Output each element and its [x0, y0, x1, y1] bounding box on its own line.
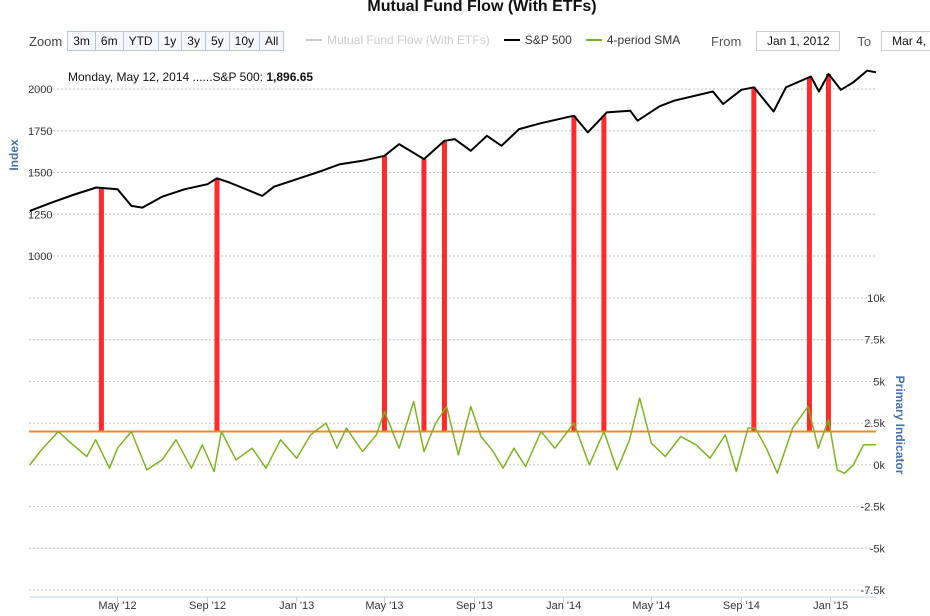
chart-title: Mutual Fund Flow (With ETFs) — [367, 0, 596, 15]
signal-bar — [751, 87, 757, 432]
right-tick-label: 0k — [873, 460, 885, 472]
tooltip: Monday, May 12, 2014 ......S&P 500: 1,89… — [68, 70, 313, 84]
signal-bar — [421, 159, 427, 432]
signal-bars — [98, 73, 831, 432]
from-date-input[interactable]: Jan 1, 2012 — [756, 31, 841, 51]
right-tick-label: 10k — [867, 293, 885, 305]
to-label: To — [857, 33, 872, 49]
left-axis-ticks: 1250 1500 1750 2000 1000 — [28, 84, 52, 263]
range-6m-button[interactable]: 6m — [95, 32, 124, 50]
zoom-toolbar: Zoom 3m 6m YTD 1y 3y 5y 10y All — [29, 31, 285, 51]
series-line-s-p-500 — [29, 69, 877, 212]
left-tick-label: 1250 — [28, 209, 52, 221]
right-tick-label: -2.5k — [861, 502, 886, 514]
x-tick-label: Sep '13 — [456, 600, 493, 612]
signal-bar — [806, 77, 812, 432]
legend-label: Mutual Fund Flow (With ETFs) — [327, 33, 490, 47]
tooltip-series: ......S&P 500: — [193, 70, 267, 84]
range-10y-button[interactable]: 10y — [229, 32, 260, 50]
range-3m-button[interactable]: 3m — [68, 32, 96, 50]
signal-bar — [381, 155, 387, 432]
tooltip-value: 1,896.65 — [266, 70, 313, 84]
x-tick-label: Sep '14 — [723, 600, 760, 612]
legend-swatch — [585, 39, 602, 41]
left-tick-label: 1750 — [28, 126, 52, 138]
to-date-input[interactable]: Mar 4, 20 — [881, 31, 930, 51]
legend-item-4-period-sma[interactable]: 4-period SMA — [585, 33, 681, 47]
range-selector: 3m 6m YTD 1y 3y 5y 10y All — [67, 31, 285, 51]
range-5y-button[interactable]: 5y — [205, 32, 230, 50]
right-axis-title: Primary Indicator — [893, 376, 907, 475]
range-ytd-button[interactable]: YTD — [123, 32, 159, 50]
right-tick-label: -7.5k — [861, 585, 886, 597]
right-tick-label: -5k — [870, 543, 886, 555]
x-axis-ticks: May '12 Sep '12 Jan '13 May '13 Sep '13 Jan '… — [29, 596, 876, 612]
right-tick-label: 5k — [873, 376, 885, 388]
signal-bar — [98, 187, 104, 432]
signal-bar — [441, 140, 447, 432]
left-tick-label: 1000 — [28, 251, 52, 263]
legend-swatch — [306, 39, 322, 41]
legend-item-sp500[interactable]: S&P 500 — [503, 33, 572, 47]
right-axis-ticks: 10k 7.5k 5k 2.5k 0k -2.5k -5k -7.5k — [861, 293, 886, 597]
x-tick-label: Sep '12 — [189, 600, 226, 612]
zoom-label: Zoom — [29, 33, 63, 49]
signal-bar — [571, 115, 577, 432]
svg-text:Monday, May 12, 2014 ......S&P: Monday, May 12, 2014 ......S&P 500: 1,89… — [68, 70, 313, 84]
signal-bar — [601, 115, 607, 432]
range-3y-button[interactable]: 3y — [182, 32, 206, 50]
range-all-button[interactable]: All — [260, 32, 284, 50]
legend: Mutual Fund Flow (With ETFs) S&P 500 4-p… — [306, 33, 694, 47]
from-label: From — [711, 33, 742, 49]
x-tick-label: Jan '15 — [813, 600, 848, 612]
x-tick-label: Jan '13 — [279, 600, 314, 612]
right-tick-label: 7.5k — [864, 335, 885, 347]
legend-label: S&P 500 — [524, 33, 572, 47]
series-line-4-period-sma — [29, 397, 876, 474]
right-tick-label: 2.5k — [864, 418, 885, 430]
x-tick-label: May '13 — [365, 600, 403, 612]
left-tick-label: 2000 — [28, 84, 52, 96]
x-tick-label: Jan '14 — [546, 600, 581, 612]
date-range-selector: From Jan 1, 2012 To Mar 4, 20 — [711, 31, 930, 51]
left-axis-title: Index — [7, 139, 21, 171]
range-1y-button[interactable]: 1y — [158, 32, 183, 50]
x-tick-label: May '12 — [98, 600, 136, 612]
x-tick-label: May '14 — [632, 600, 670, 612]
signal-bar — [825, 73, 831, 432]
left-tick-label: 1500 — [28, 168, 52, 180]
legend-label: 4-period SMA — [606, 33, 681, 47]
series-lines — [29, 69, 877, 474]
legend-item-mutual-fund-flow[interactable]: Mutual Fund Flow (With ETFs) — [306, 33, 490, 47]
gridlines — [29, 88, 876, 591]
signal-bar — [214, 178, 220, 432]
tooltip-date: Monday, May 12, 2014 — [68, 70, 190, 84]
legend-swatch — [503, 39, 520, 41]
